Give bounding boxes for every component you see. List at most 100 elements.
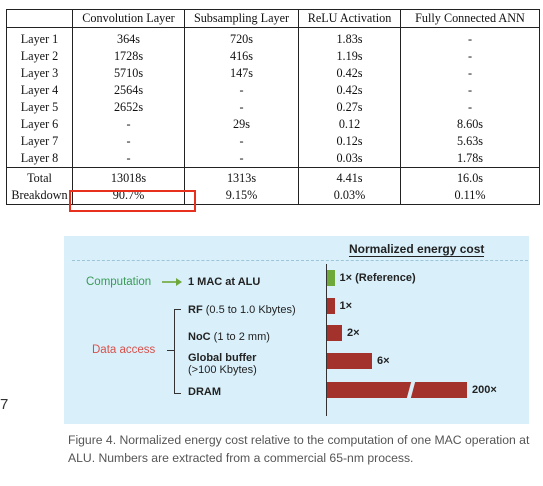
computation-label: Computation	[86, 276, 152, 288]
energy-bar	[327, 270, 335, 286]
dashed-divider	[72, 260, 528, 261]
bar-value-label: 200×	[472, 384, 497, 396]
energy-bar	[327, 298, 335, 314]
data-access-label: Data access	[92, 344, 156, 356]
header-convolution: Convolution Layer	[72, 9, 185, 28]
table-cell: 9.15%	[184, 187, 299, 205]
table-cell: -	[400, 27, 540, 48]
bar-axis	[326, 264, 327, 416]
row-label: Layer 3	[6, 65, 73, 82]
item-name: DRAM	[188, 386, 221, 398]
table-cell: -	[72, 133, 185, 150]
item-detail: (1 to 2 mm)	[210, 331, 270, 343]
energy-bar	[327, 353, 372, 369]
table-cell: 5710s	[72, 65, 185, 82]
item-detail: (0.5 to 1.0 Kbytes)	[202, 304, 296, 316]
header-relu: ReLU Activation	[298, 9, 401, 28]
row-label: Breakdown	[6, 187, 73, 205]
row-label: Layer 7	[6, 133, 73, 150]
table-cell: 29s	[184, 116, 299, 133]
table-row: Layer 2 1728s 416s 1.19s -	[6, 48, 540, 65]
bracket-tick	[174, 309, 181, 310]
header-fully-connected: Fully Connected ANN	[400, 9, 540, 28]
item-label-mac: 1 MAC at ALU	[188, 276, 260, 288]
table-cell: 1.19s	[298, 48, 401, 65]
table-cell: 2564s	[72, 82, 185, 99]
item-label-global-buffer: Global buffer (>100 Kbytes)	[188, 352, 257, 376]
item-name: Global buffer	[188, 352, 257, 364]
table-row: Layer 6 - 29s 0.12 8.60s	[6, 116, 540, 133]
bracket-tick	[174, 393, 181, 394]
row-label: Layer 4	[6, 82, 73, 99]
figure-title: Normalized energy cost	[349, 242, 485, 257]
table-row: Layer 7 - - 0.12s 5.63s	[6, 133, 540, 150]
item-name: 1 MAC at ALU	[188, 276, 261, 288]
profiling-table: Convolution Layer Subsampling Layer ReLU…	[6, 9, 540, 205]
table-cell: 0.42s	[298, 82, 401, 99]
table-cell: 1313s	[184, 167, 299, 187]
table-cell: -	[400, 82, 540, 99]
row-label: Layer 5	[6, 99, 73, 116]
row-label: Layer 2	[6, 48, 73, 65]
table-cell: -	[72, 116, 185, 133]
bracket-mid	[167, 350, 175, 351]
table-cell: 1.83s	[298, 27, 401, 48]
table-cell: 4.41s	[298, 167, 401, 187]
table-row: Layer 5 2652s - 0.27s -	[6, 99, 540, 116]
header-subsampling: Subsampling Layer	[184, 9, 299, 28]
item-detail: (>100 Kbytes)	[188, 364, 257, 376]
table-row: Layer 4 2564s - 0.42s -	[6, 82, 540, 99]
bar-value-label: 6×	[377, 355, 390, 367]
item-name: RF	[188, 304, 203, 316]
arrow-right-icon	[162, 278, 182, 286]
table-cell: 0.42s	[298, 65, 401, 82]
total-row: Total 13018s 1313s 4.41s 16.0s	[6, 167, 540, 187]
data-access-bracket	[174, 309, 182, 394]
item-name: NoC	[188, 331, 211, 343]
table-cell: 2652s	[72, 99, 185, 116]
table-cell: 0.11%	[400, 187, 540, 205]
table-cell: 8.60s	[400, 116, 540, 133]
table-cell: 0.12s	[298, 133, 401, 150]
energy-bar	[327, 382, 467, 398]
table-row: Layer 1 364s 720s 1.83s -	[6, 27, 540, 48]
table-cell: 13018s	[72, 167, 185, 187]
row-label: Layer 8	[6, 150, 73, 168]
table-cell: 0.27s	[298, 99, 401, 116]
table-cell: 416s	[184, 48, 299, 65]
energy-bar	[327, 325, 342, 341]
bar-value-label: 2×	[347, 327, 360, 339]
table-cell: 364s	[72, 27, 185, 48]
item-label-noc: NoC (1 to 2 mm)	[188, 331, 270, 343]
item-label-dram: DRAM	[188, 386, 221, 398]
bar-value-label: 1×	[339, 300, 353, 312]
row-label: Total	[6, 167, 73, 187]
row-label: Layer 6	[6, 116, 73, 133]
table-cell: 0.12	[298, 116, 401, 133]
table-cell: 16.0s	[400, 167, 540, 187]
highlight-box	[69, 190, 196, 212]
energy-cost-figure: Normalized energy cost Computation 1 MAC…	[64, 236, 529, 424]
table-cell: -	[72, 150, 185, 168]
table-cell: -	[184, 150, 299, 168]
figure-caption: Figure 4. Normalized energy cost relativ…	[68, 433, 530, 465]
table-cell: -	[400, 48, 540, 65]
table-cell: 0.03s	[298, 150, 401, 168]
margin-mark: 7	[0, 396, 9, 413]
table-cell: 147s	[184, 65, 299, 82]
header-corner	[6, 9, 73, 28]
table-cell: 720s	[184, 27, 299, 48]
table-row: Layer 3 5710s 147s 0.42s -	[6, 65, 540, 82]
item-label-rf: RF (0.5 to 1.0 Kbytes)	[188, 304, 296, 316]
table-row: Layer 8 - - 0.03s 1.78s	[6, 150, 540, 168]
table-cell: -	[400, 65, 540, 82]
table-cell: -	[400, 99, 540, 116]
table-cell: 1.78s	[400, 150, 540, 168]
table-cell: 5.63s	[400, 133, 540, 150]
table-cell: -	[184, 82, 299, 99]
table-header-row: Convolution Layer Subsampling Layer ReLU…	[6, 9, 540, 28]
table-cell: 0.03%	[298, 187, 401, 205]
bar-value-label: 1× (Reference)	[339, 272, 416, 284]
table-cell: 1728s	[72, 48, 185, 65]
table-cell: -	[184, 133, 299, 150]
